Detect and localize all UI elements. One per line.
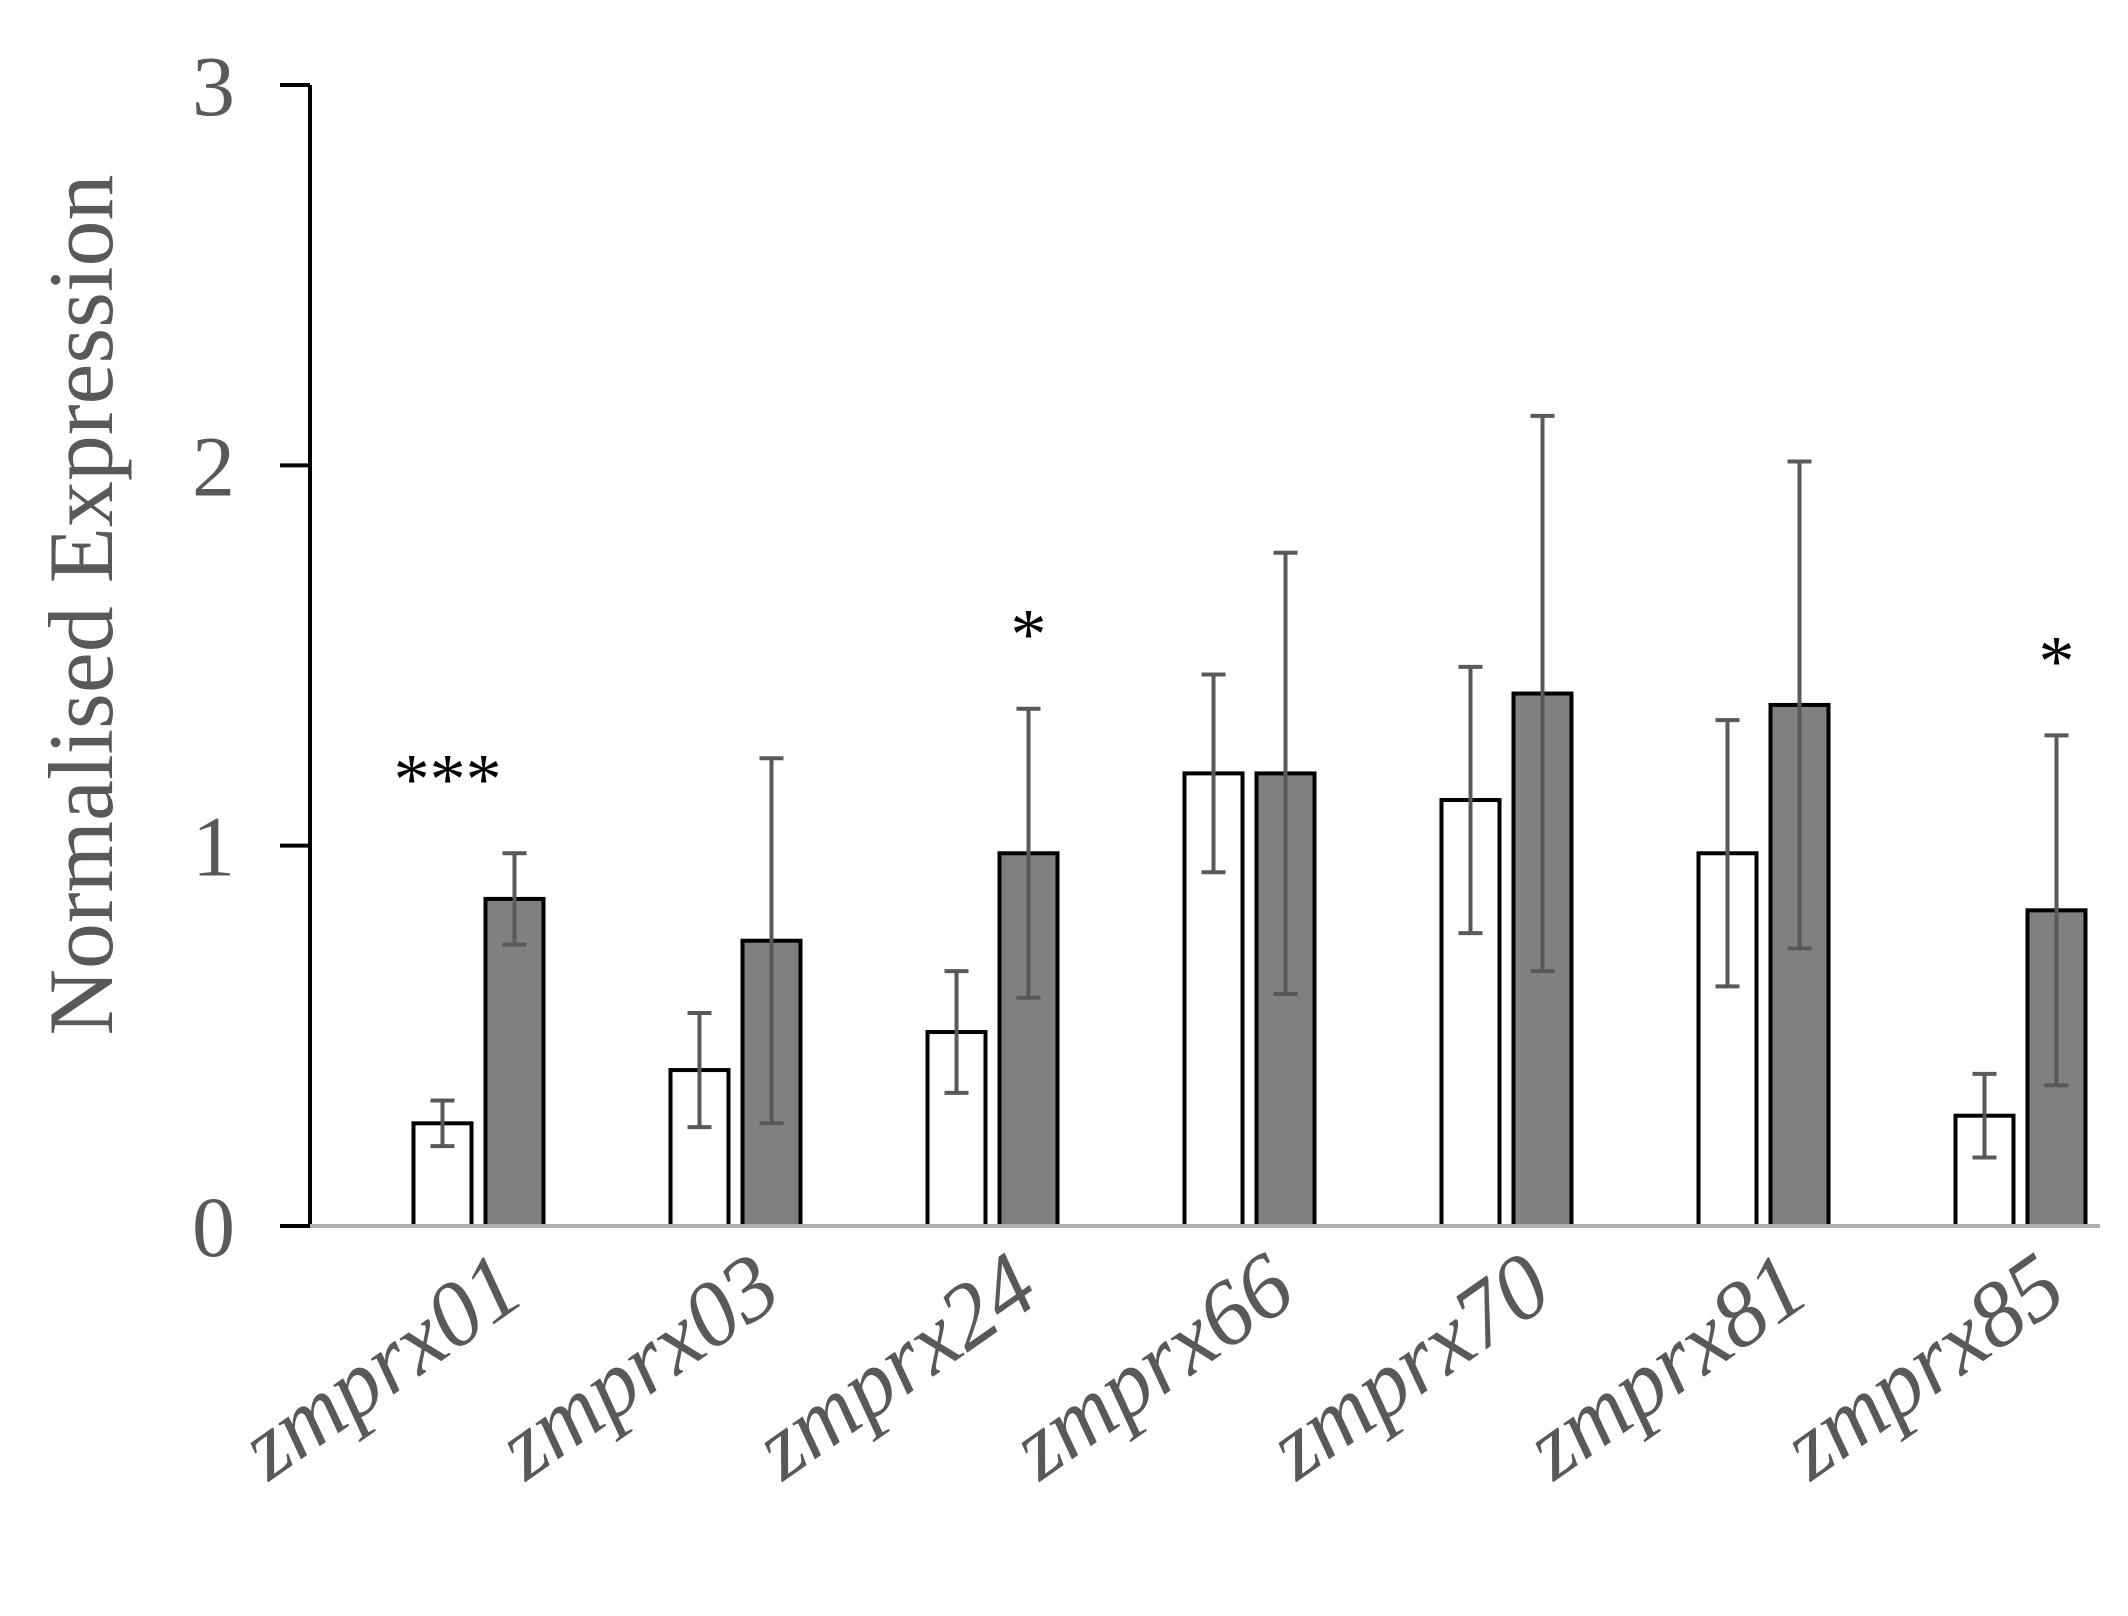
category-labels: zmprx01zmprx03zmprx24zmprx66zmprx70zmprx… (220, 1233, 2082, 1499)
category-label: zmprx66 (991, 1233, 1311, 1499)
y-tick-label: 1 (192, 799, 235, 895)
category-label: zmprx70 (1248, 1233, 1568, 1499)
bar (997, 851, 1060, 1228)
bars (411, 691, 2088, 1229)
y-axis-label: Normalised Expression (30, 174, 132, 1035)
y-tick-label: 3 (192, 38, 235, 134)
bar (483, 896, 546, 1228)
category-label: zmprx01 (220, 1233, 540, 1499)
category-label: zmprx81 (1505, 1233, 1825, 1499)
category-label: zmprx85 (1762, 1233, 2082, 1499)
significance-markers: **** * (394, 595, 2075, 820)
error-bars (430, 413, 2069, 1160)
y-tick-label: 2 (192, 418, 235, 514)
significance-marker: * (1011, 595, 1047, 675)
significance-marker: * (2039, 621, 2075, 701)
category-label: zmprx03 (477, 1233, 797, 1499)
axes (308, 85, 2100, 1228)
y-tick-label: 0 (192, 1179, 235, 1275)
category-label: zmprx24 (734, 1233, 1054, 1499)
y-axis-ticks: 0 1 2 3 (192, 38, 310, 1275)
significance-marker: *** (394, 739, 502, 819)
